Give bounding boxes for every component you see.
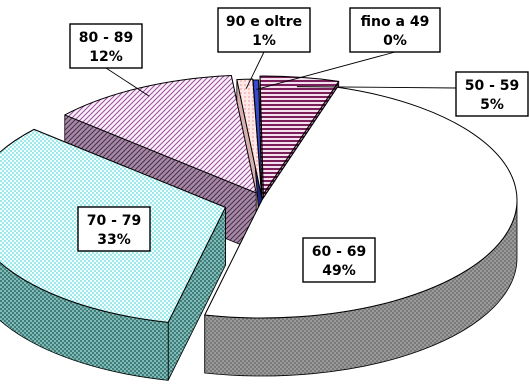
pie-slice [252, 79, 263, 199]
slice-percent-label: 12% [89, 49, 123, 65]
leader-line [245, 51, 265, 89]
slice-label: 50 - 59 5% [455, 71, 529, 117]
label-leader-lines [105, 51, 457, 97]
slice-label: 90 e oltre 1% [217, 7, 311, 53]
slice-labels: 60 - 69 49% 70 - 79 33% 80 - 89 12% 90 e oltre… [69, 7, 529, 283]
slice-label: 70 - 79 33% [77, 206, 151, 252]
pie-slice [64, 74, 257, 194]
slice-category-label: 70 - 79 [87, 213, 142, 229]
slice-percent-label: 0% [383, 33, 407, 49]
slice-label-box [77, 206, 151, 252]
slice-category-label: 60 - 69 [312, 244, 367, 260]
leader-line [296, 86, 457, 89]
slice-label-box [349, 7, 441, 53]
leader-line [105, 67, 150, 97]
pie-slices [0, 74, 518, 381]
slice-category-label: 50 - 59 [465, 78, 520, 94]
slice-label-box [69, 23, 143, 69]
pie-slice [204, 86, 518, 319]
pie-slice [236, 78, 263, 198]
slice-percent-label: 49% [322, 263, 356, 279]
slice-label: 80 - 89 12% [69, 23, 143, 69]
slice-label-box [217, 7, 311, 53]
slice-category-label: 80 - 89 [79, 30, 134, 46]
slice-label-box [455, 71, 529, 117]
slice-label-box [302, 237, 376, 283]
slice-percent-label: 1% [252, 33, 276, 49]
leader-line [256, 51, 396, 90]
slice-label: 60 - 69 49% [302, 237, 376, 283]
slice-category-label: fino a 49 [361, 14, 430, 30]
slice-percent-label: 33% [97, 232, 131, 248]
slice-label: fino a 49 0% [349, 7, 441, 53]
slice-category-label: 90 e oltre [226, 14, 302, 30]
slice-percent-label: 5% [480, 97, 504, 113]
